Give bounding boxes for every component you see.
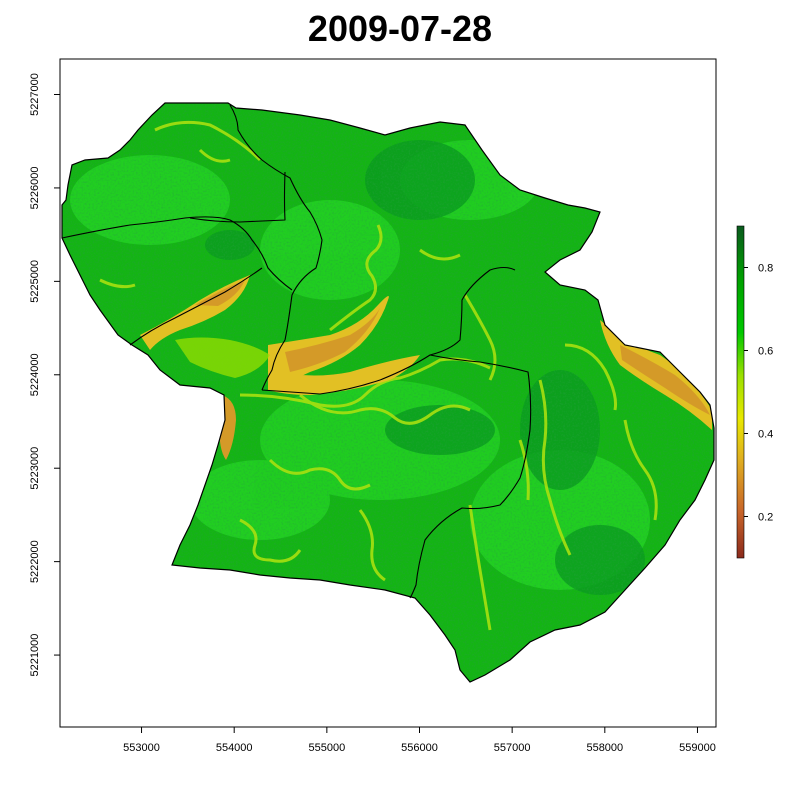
y-tick-label: 5225000: [29, 260, 41, 303]
map-title: 2009-07-28: [307, 8, 493, 49]
y-tick-label: 5226000: [29, 167, 41, 210]
subbasin-boundaries: [61, 104, 532, 599]
catchment-raster: [62, 103, 714, 682]
ridge-west-basin: [175, 337, 270, 378]
x-tick-label: 558000: [586, 742, 623, 754]
y-tick-label: 5224000: [29, 353, 41, 396]
low-value-zones: [140, 275, 712, 460]
x-tick-label: 555000: [308, 742, 345, 754]
x-tick-label: 553000: [123, 742, 160, 754]
ridge-south-central: [268, 355, 420, 395]
x-tick-label: 554000: [216, 742, 253, 754]
legend-tick-label: 0.6: [758, 346, 773, 358]
catchment-outline: [61, 102, 715, 683]
y-tick-label: 5221000: [29, 634, 41, 677]
y-tick-label: 5223000: [29, 447, 41, 490]
stream-network: [99, 120, 658, 631]
ridge-east-core: [620, 345, 710, 415]
legend-color-bar: [736, 225, 745, 559]
y-tick-label: 5222000: [29, 540, 41, 583]
raster-texture: [62, 103, 714, 682]
legend-tick-label: 0.8: [758, 263, 773, 275]
plot-frame: [59, 58, 717, 728]
legend: 0.2 0.4 0.6 0.8: [736, 225, 773, 559]
y-axis: 5221000 5222000 5223000 5224000 5225000 52260…: [29, 73, 60, 676]
legend-tick-label: 0.4: [758, 429, 773, 441]
x-tick-label: 559000: [679, 742, 716, 754]
ridge-west-core: [195, 280, 245, 306]
x-axis: 553000 554000 555000 556000 557000 558000 5590…: [123, 727, 716, 754]
x-tick-label: 556000: [401, 742, 438, 754]
legend-tick-label: 0.2: [758, 512, 773, 524]
y-tick-label: 5227000: [29, 73, 41, 116]
ridge-central-core: [285, 308, 380, 372]
x-tick-label: 557000: [494, 742, 531, 754]
